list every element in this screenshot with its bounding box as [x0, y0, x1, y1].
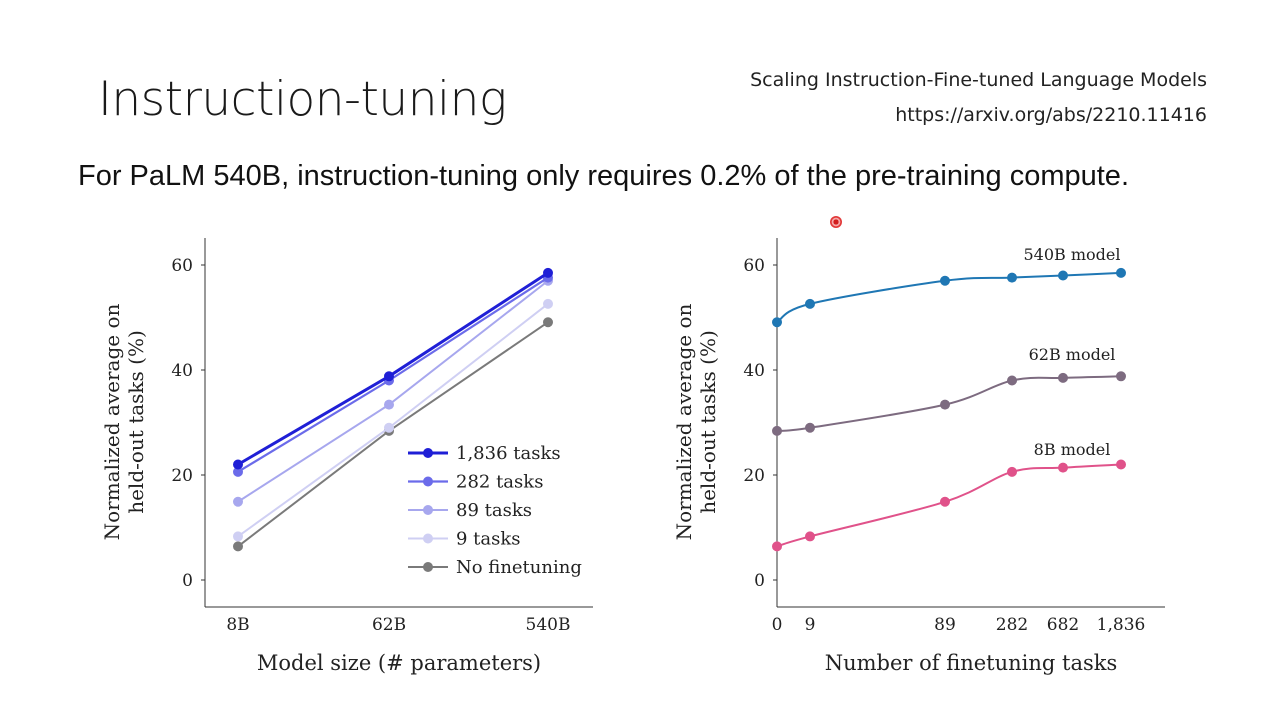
data-point	[805, 422, 815, 433]
data-point	[772, 425, 782, 436]
y-tick-label: 60	[743, 256, 765, 276]
data-point	[805, 531, 815, 542]
series-label: 62B model	[1029, 345, 1116, 364]
y-tick-label: 0	[182, 571, 193, 591]
data-point	[384, 422, 394, 433]
series-line	[776, 463, 1122, 548]
data-point	[233, 496, 243, 507]
legend-label: No finetuning	[456, 557, 582, 578]
data-point	[772, 541, 782, 552]
data-point	[1058, 462, 1068, 473]
x-tick-label: 682	[1047, 615, 1079, 635]
y-tick-label: 20	[743, 466, 765, 486]
cursor-indicator	[830, 216, 842, 228]
data-point	[384, 399, 394, 410]
legend-label: 89 tasks	[456, 500, 532, 521]
y-axis-label: Normalized average on held-out tasks (%)	[672, 303, 720, 540]
slide-subtitle: For PaLM 540B, instruction-tuning only r…	[78, 160, 1129, 192]
slide-title: Instruction-tuning	[98, 72, 507, 127]
data-point	[1116, 267, 1126, 278]
legend-marker	[423, 505, 433, 515]
data-point	[1007, 466, 1017, 477]
data-point	[940, 399, 950, 410]
series-line	[237, 279, 549, 503]
x-axis-label: Number of finetuning tasks	[825, 651, 1118, 675]
x-tick-label: 8B	[226, 615, 249, 635]
x-tick-label: 0	[772, 615, 783, 635]
y-tick-label: 0	[754, 571, 765, 591]
data-point	[233, 541, 243, 552]
series-label: 540B model	[1023, 245, 1120, 264]
data-point	[1007, 375, 1017, 386]
data-point	[384, 371, 394, 382]
data-point	[1116, 459, 1126, 470]
y-axis-label-line-2: held-out tasks (%)	[124, 330, 148, 514]
y-axis-label-line-1: Normalized average on	[672, 303, 696, 540]
x-tick-label: 9	[805, 615, 816, 635]
data-point	[772, 317, 782, 328]
reference-url[interactable]: https://arxiv.org/abs/2210.11416	[895, 104, 1207, 126]
legend-label: 1,836 tasks	[456, 443, 561, 464]
data-point	[1116, 371, 1126, 382]
chart-model-size: 0 20 40 60 Normalized average on held-out tas…	[100, 238, 593, 675]
legend-marker	[423, 533, 433, 544]
x-tick-label: 282	[996, 615, 1028, 635]
y-axis-label-line-1: Normalized average on	[100, 303, 124, 540]
data-point	[1007, 272, 1017, 283]
legend-label: 9 tasks	[456, 529, 521, 550]
data-point	[543, 317, 553, 328]
y-tick-label: 40	[171, 361, 193, 381]
data-point	[233, 459, 243, 470]
legend: 1,836 tasks 282 tasks 89 tasks 9 tasks No fi…	[408, 443, 582, 578]
y-axis-label: Normalized average on held-out tasks (%)	[100, 303, 148, 540]
y-tick-label: 40	[743, 361, 765, 381]
reference-title: Scaling Instruction-Fine-tuned Language …	[750, 69, 1207, 91]
data-point	[233, 531, 243, 542]
x-tick-label: 89	[934, 615, 956, 635]
data-point	[1058, 372, 1068, 383]
data-point	[1058, 270, 1068, 281]
legend-marker	[423, 476, 433, 487]
legend-label: 282 tasks	[456, 472, 543, 493]
x-tick-label: 62B	[372, 615, 406, 635]
data-point	[940, 496, 950, 507]
chart-finetuning-tasks: 0 20 40 60 Normalized average on held-out tas…	[672, 238, 1165, 675]
series-line	[237, 271, 549, 466]
data-point	[543, 267, 553, 278]
legend-marker	[423, 448, 433, 458]
x-tick-label: 1,836	[1097, 615, 1146, 635]
legend-marker	[423, 562, 433, 572]
y-tick-label: 20	[171, 466, 193, 486]
data-point	[233, 466, 243, 477]
y-tick-label: 60	[171, 256, 193, 276]
y-axis-label-line-2: held-out tasks (%)	[696, 330, 720, 514]
data-point	[940, 275, 950, 286]
series-label: 8B model	[1034, 440, 1111, 459]
data-point	[805, 298, 815, 309]
data-point	[543, 298, 553, 309]
x-tick-label: 540B	[526, 615, 571, 635]
x-axis-label: Model size (# parameters)	[257, 651, 541, 675]
